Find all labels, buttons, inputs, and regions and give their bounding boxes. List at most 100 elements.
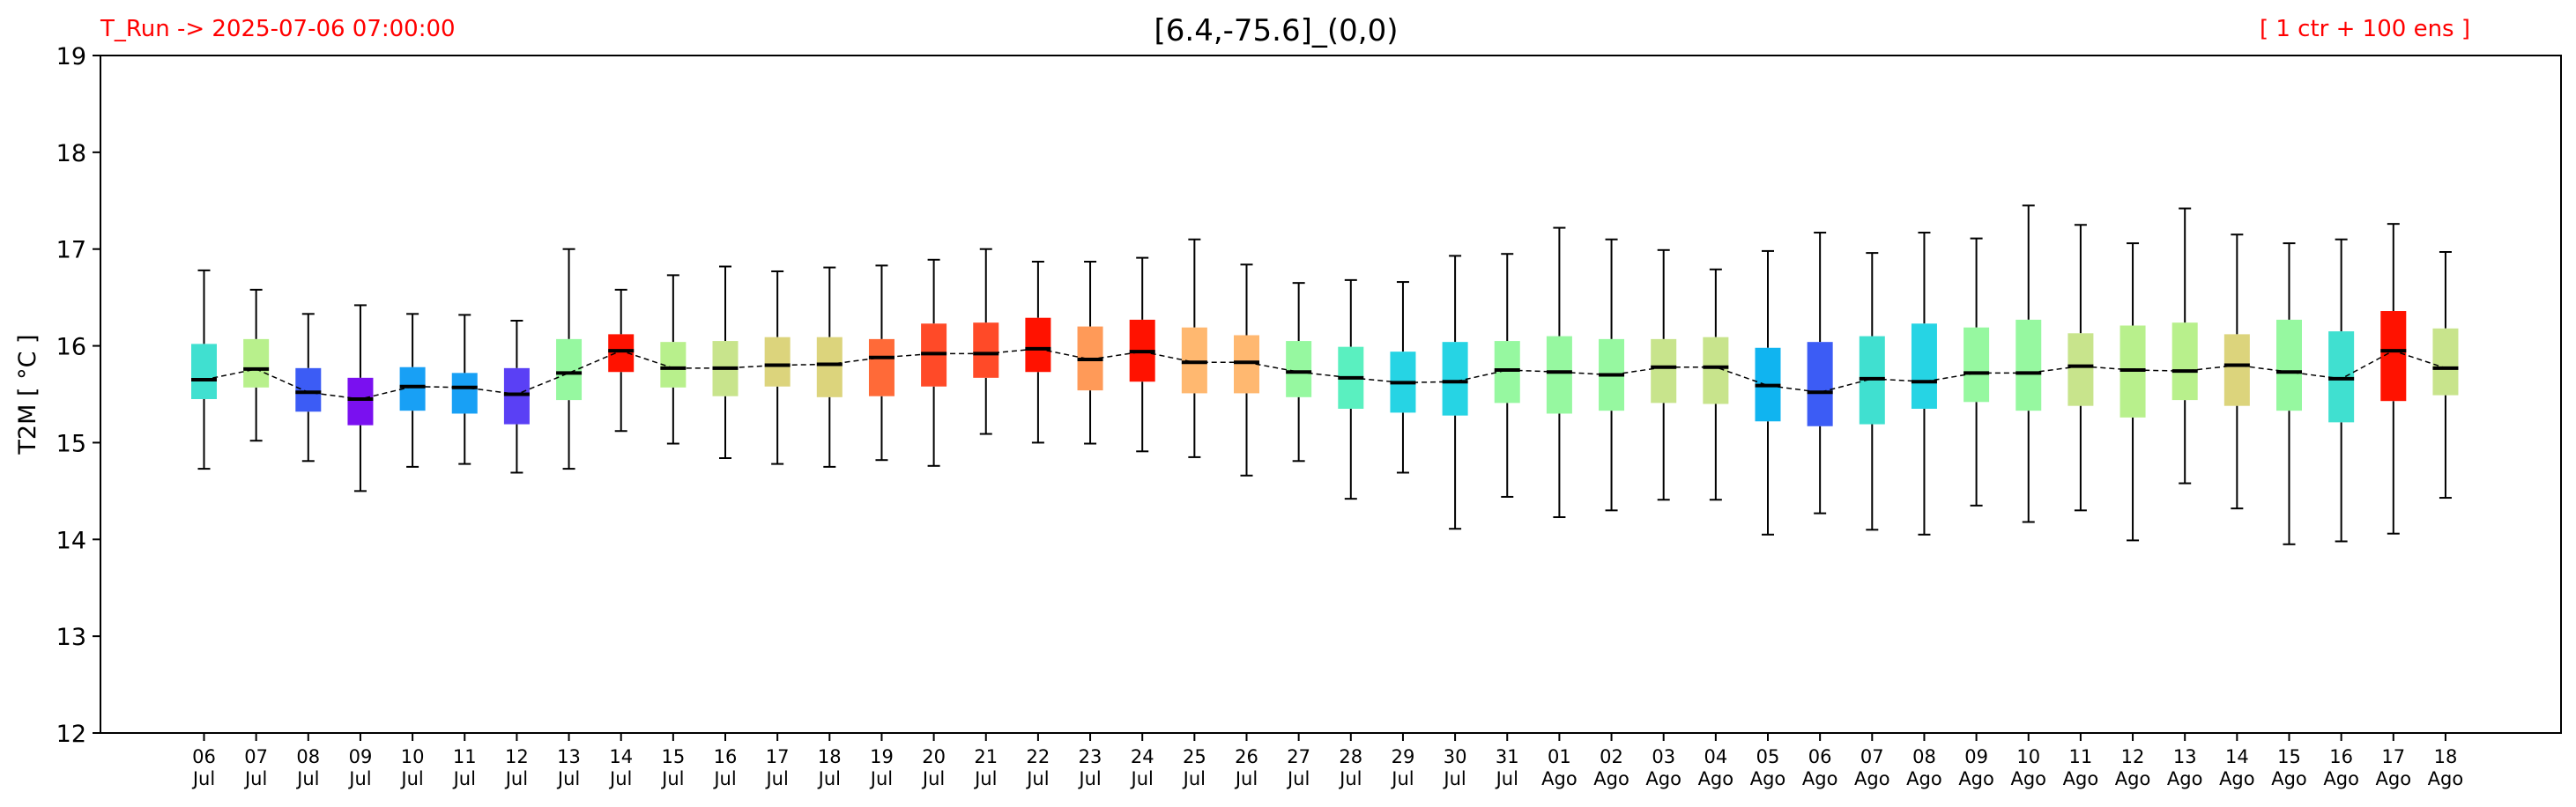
plot-area: 121314151617181906Jul07Jul08Jul09Jul10Ju… [56,43,2464,789]
chart-title: [6.4,-75.6]_(0,0) [1154,13,1399,48]
x-tick-day: 12 [2121,746,2145,767]
x-tick-day: 13 [557,746,581,767]
x-tick-month: Ago [1698,768,1734,789]
x-tick-month: Ago [1645,768,1681,789]
box [2432,328,2459,396]
x-tick-month: Jul [869,768,893,789]
box [2223,334,2250,406]
x-tick-day: 18 [818,746,842,767]
x-tick-month: Jul [1025,768,1049,789]
box [1651,338,1677,404]
x-tick-month: Ago [1593,768,1629,789]
x-tick-day: 08 [1912,746,1936,767]
x-tick-day: 11 [453,746,477,767]
x-tick-month: Ago [1906,768,1942,789]
x-tick-day: 04 [1704,746,1727,767]
x-tick-month: Ago [1750,768,1786,789]
y-tick-label: 14 [56,527,86,554]
x-tick-month: Ago [2063,768,2099,789]
x-tick-month: Jul [191,768,215,789]
x-tick-day: 14 [609,746,633,767]
box [1286,341,1312,397]
median-trend-line [204,348,2446,400]
box [1703,337,1729,404]
box [1911,323,1937,409]
x-tick-day: 19 [870,746,894,767]
x-tick-day: 26 [1235,746,1258,767]
x-tick-day: 07 [244,746,268,767]
box [764,337,791,387]
x-tick-day: 12 [505,746,529,767]
x-tick-day: 09 [1964,746,1988,767]
x-tick-day: 01 [1548,746,1571,767]
box [1807,342,1833,426]
x-tick-day: 23 [1079,746,1102,767]
x-tick-month: Jul [608,768,632,789]
x-tick-month: Jul [764,768,788,789]
x-tick-day: 14 [2225,746,2249,767]
x-tick-month: Jul [1234,768,1258,789]
x-tick-month: Ago [2115,768,2151,789]
box [2067,333,2094,406]
x-tick-day: 16 [2329,746,2353,767]
x-tick-day: 22 [1027,746,1050,767]
box [1964,327,1990,403]
x-tick-day: 16 [714,746,738,767]
x-tick-day: 03 [1652,746,1675,767]
run-time-label: T_Run -> 2025-07-06 07:00:00 [100,16,456,42]
x-tick-month: Ago [2428,768,2464,789]
box [2016,319,2042,411]
box [451,373,478,414]
box [1442,342,1468,416]
x-tick-day: 08 [296,746,320,767]
ensemble-count-label: [ 1 ctr + 100 ens ] [2260,16,2470,42]
x-tick-month: Jul [973,768,997,789]
x-tick-month: Jul [347,768,371,789]
y-tick-label: 13 [56,624,86,651]
x-tick-month: Jul [921,768,945,789]
x-tick-day: 25 [1183,746,1206,767]
y-axis-label: T2M [ °C ] [14,334,41,455]
x-tick-month: Jul [1182,768,1206,789]
box [2328,331,2355,423]
x-tick-day: 05 [1756,746,1780,767]
x-tick-month: Ago [1541,768,1578,789]
x-tick-month: Jul [452,768,476,789]
x-tick-day: 20 [922,746,946,767]
x-tick-day: 10 [401,746,425,767]
x-tick-month: Jul [295,768,319,789]
box [2171,322,2198,401]
x-tick-day: 06 [1808,746,1832,767]
x-tick-day: 31 [1496,746,1519,767]
x-tick-day: 18 [2434,746,2458,767]
x-tick-day: 11 [2069,746,2093,767]
y-tick-label: 18 [56,140,86,167]
x-tick-day: 02 [1600,746,1623,767]
box [243,338,270,388]
box [1494,341,1520,404]
x-tick-day: 21 [974,746,998,767]
x-tick-day: 17 [2381,746,2405,767]
x-tick-month: Jul [1286,768,1310,789]
box [816,337,843,397]
y-tick-label: 17 [56,237,86,264]
x-tick-month: Ago [1854,768,1890,789]
x-tick-month: Jul [1390,768,1414,789]
box [295,367,322,412]
x-tick-month: Ago [2010,768,2046,789]
x-tick-day: 15 [2277,746,2301,767]
box [2276,319,2302,411]
x-tick-month: Jul [1442,768,1466,789]
x-tick-month: Jul [712,768,736,789]
box [868,338,895,396]
box [973,322,999,378]
x-tick-month: Ago [2219,768,2255,789]
x-tick-month: Jul [1077,768,1101,789]
x-tick-month: Jul [1338,768,1362,789]
x-tick-month: Jul [504,768,528,789]
box [556,338,583,401]
box [1025,317,1051,373]
x-tick-day: 24 [1131,746,1154,767]
x-tick-day: 07 [1860,746,1884,767]
